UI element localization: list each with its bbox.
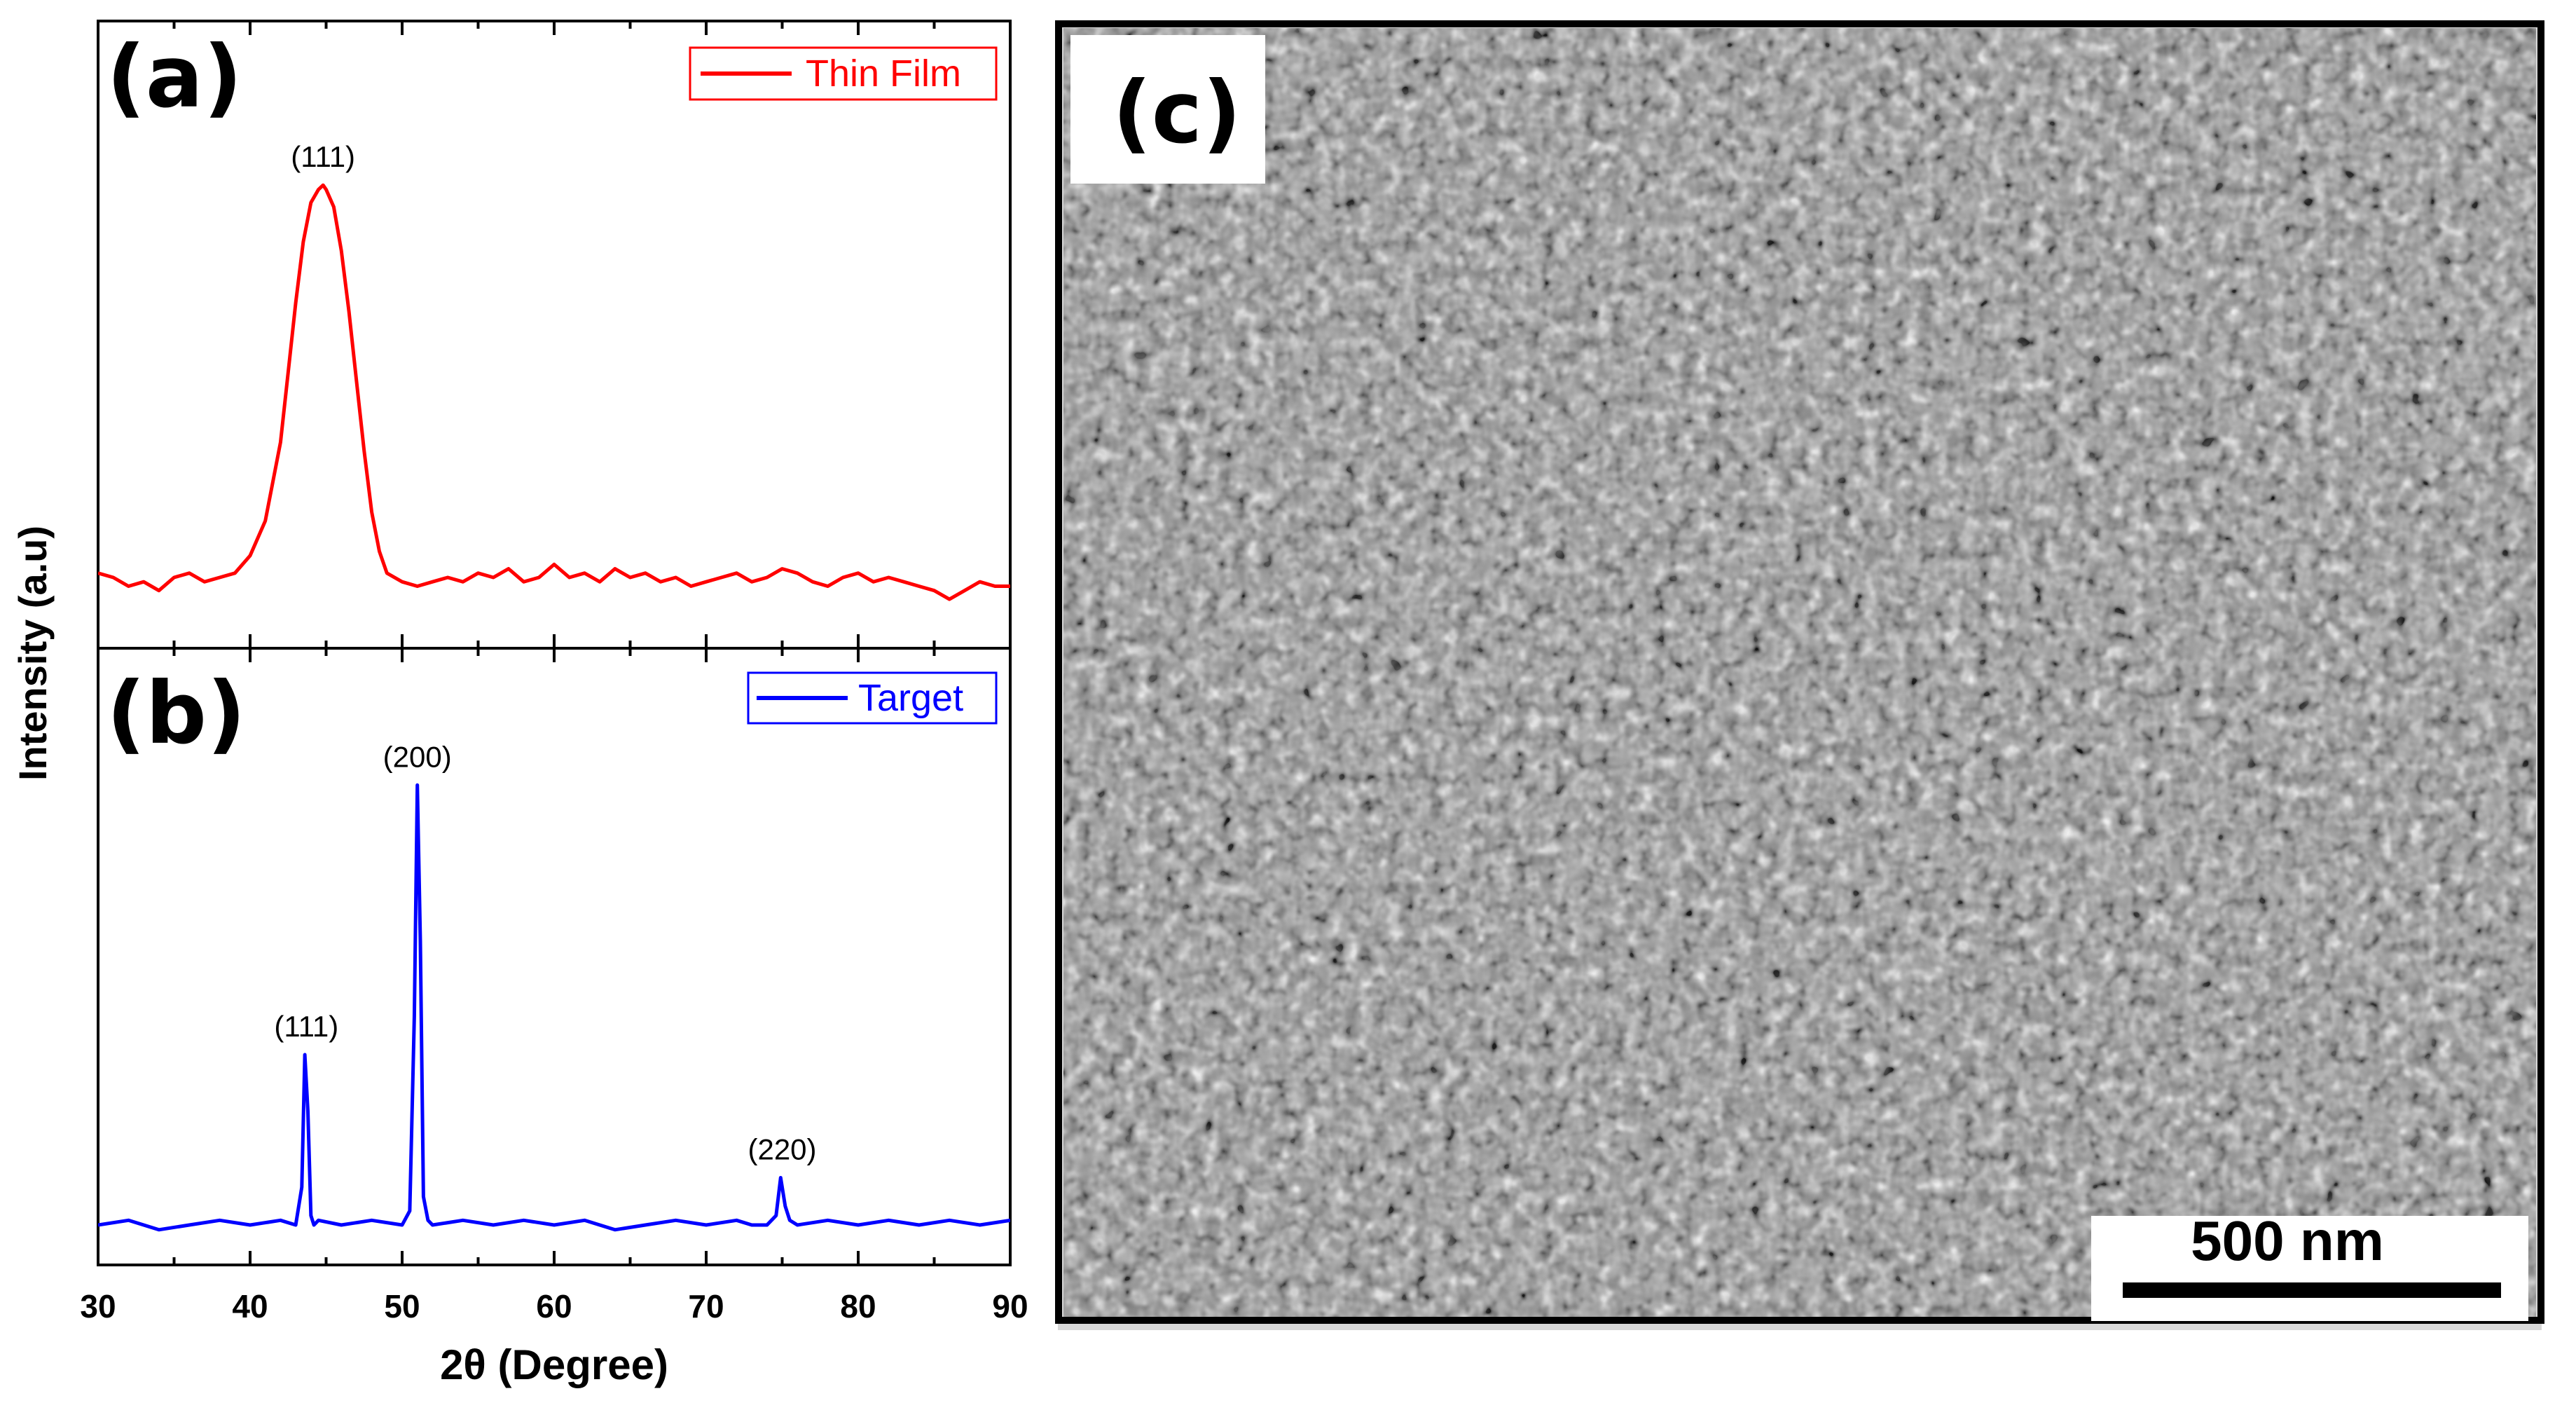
x-ticks-a bbox=[97, 21, 1012, 648]
legend-a: Thin Film bbox=[689, 46, 998, 101]
series-line-target bbox=[98, 783, 1010, 1232]
x-axis-title: 2θ (Degree) bbox=[440, 1341, 668, 1388]
x-tick-label: 30 bbox=[80, 1288, 116, 1325]
x-tick-label: 50 bbox=[384, 1288, 420, 1325]
x-tick-label: 40 bbox=[232, 1288, 268, 1325]
peak-label-b-200: (200) bbox=[383, 740, 452, 773]
x-ticks-b bbox=[97, 648, 1012, 1265]
panel-label-a: (a) bbox=[106, 27, 242, 127]
series-line-thin-film bbox=[98, 183, 1010, 601]
scale-bar bbox=[2123, 1282, 2501, 1298]
panel-label-b: (b) bbox=[106, 664, 246, 763]
scale-bar-label: 500 nm bbox=[2191, 1210, 2384, 1272]
sem-image bbox=[1063, 28, 2536, 1319]
peak-label-b-220: (220) bbox=[748, 1133, 816, 1166]
peak-label-a-111: (111) bbox=[291, 140, 355, 173]
legend-label-thin-film: Thin Film bbox=[806, 53, 961, 95]
peak-label-b-111: (111) bbox=[274, 1010, 338, 1043]
x-tick-label: 90 bbox=[992, 1288, 1028, 1325]
legend-label-target: Target bbox=[858, 677, 963, 719]
legend-box-a bbox=[689, 46, 998, 101]
x-tick-label: 60 bbox=[536, 1288, 572, 1325]
x-tick-label: 70 bbox=[688, 1288, 724, 1325]
sem-label-box bbox=[1070, 35, 1265, 184]
x-tick-label: 80 bbox=[840, 1288, 876, 1325]
x-tick-labels: 30 40 50 60 70 80 90 bbox=[80, 1288, 1028, 1325]
legend-b: Target bbox=[747, 671, 998, 725]
scale-bar-box bbox=[2091, 1216, 2528, 1321]
sem-border bbox=[1055, 20, 2544, 1324]
y-axis-title: Intensity (a.u) bbox=[11, 526, 55, 781]
panel-label-c: (c) bbox=[1113, 63, 1241, 163]
